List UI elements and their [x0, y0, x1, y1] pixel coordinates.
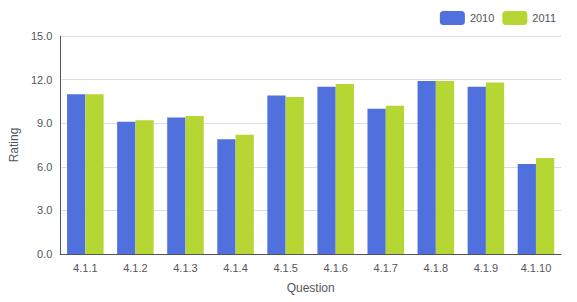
svg-text:4.1.10: 4.1.10 — [521, 262, 552, 274]
svg-text:4.1.1: 4.1.1 — [73, 262, 97, 274]
svg-text:4.1.2: 4.1.2 — [123, 262, 147, 274]
svg-text:Rating: Rating — [7, 128, 21, 163]
svg-text:Question: Question — [287, 281, 335, 295]
svg-text:2011: 2011 — [532, 12, 556, 24]
svg-text:4.1.9: 4.1.9 — [474, 262, 498, 274]
svg-text:9.0: 9.0 — [37, 117, 52, 129]
svg-text:15.0: 15.0 — [31, 30, 52, 42]
svg-text:2010: 2010 — [470, 12, 494, 24]
svg-text:3.0: 3.0 — [37, 204, 52, 216]
svg-text:4.1.6: 4.1.6 — [323, 262, 347, 274]
svg-text:12.0: 12.0 — [31, 74, 52, 86]
svg-text:0.0: 0.0 — [37, 248, 52, 260]
svg-text:6.0: 6.0 — [37, 161, 52, 173]
svg-text:4.1.5: 4.1.5 — [273, 262, 297, 274]
svg-text:4.1.4: 4.1.4 — [223, 262, 247, 274]
svg-text:4.1.8: 4.1.8 — [424, 262, 448, 274]
svg-text:4.1.7: 4.1.7 — [374, 262, 398, 274]
svg-text:4.1.3: 4.1.3 — [173, 262, 197, 274]
